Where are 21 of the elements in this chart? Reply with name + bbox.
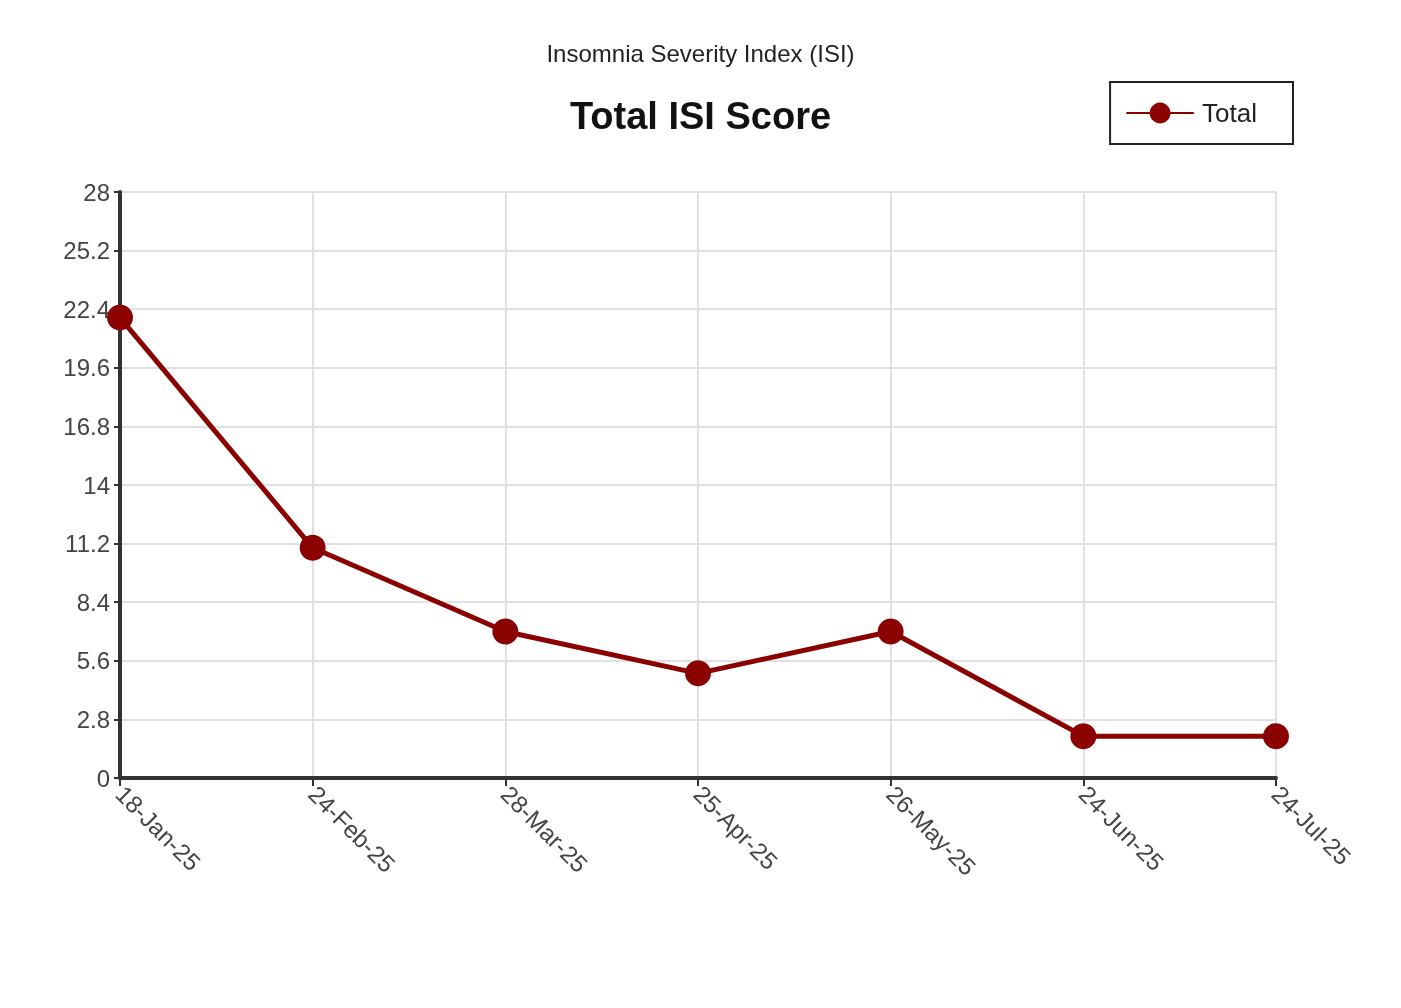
y-tick-label: 22.4 (63, 295, 110, 323)
point (107, 304, 133, 331)
point (299, 534, 326, 561)
point (1263, 723, 1289, 750)
point (1070, 723, 1097, 750)
y-tick-label: 5.6 (76, 647, 110, 675)
y-tick-label: 19.6 (63, 354, 110, 382)
y-tick-label: 25.2 (63, 237, 110, 265)
y-tick-label: 16.8 (63, 412, 110, 440)
y-tick-label: 0 (96, 764, 110, 792)
point (492, 618, 519, 645)
point (685, 660, 711, 687)
chart-title: Total ISI Score (569, 95, 832, 137)
y-tick-label: 14 (83, 471, 110, 499)
y-tick-label: 28 (83, 178, 110, 206)
chart-subtitle: Insomnia Severity Index (ISI) (546, 39, 855, 67)
y-tick-label: 11.2 (65, 530, 110, 558)
legend-label: Total (1202, 98, 1257, 128)
y-tick-label: 2.8 (76, 705, 110, 733)
y-tick-label: 8.4 (76, 588, 110, 616)
point (877, 618, 904, 645)
